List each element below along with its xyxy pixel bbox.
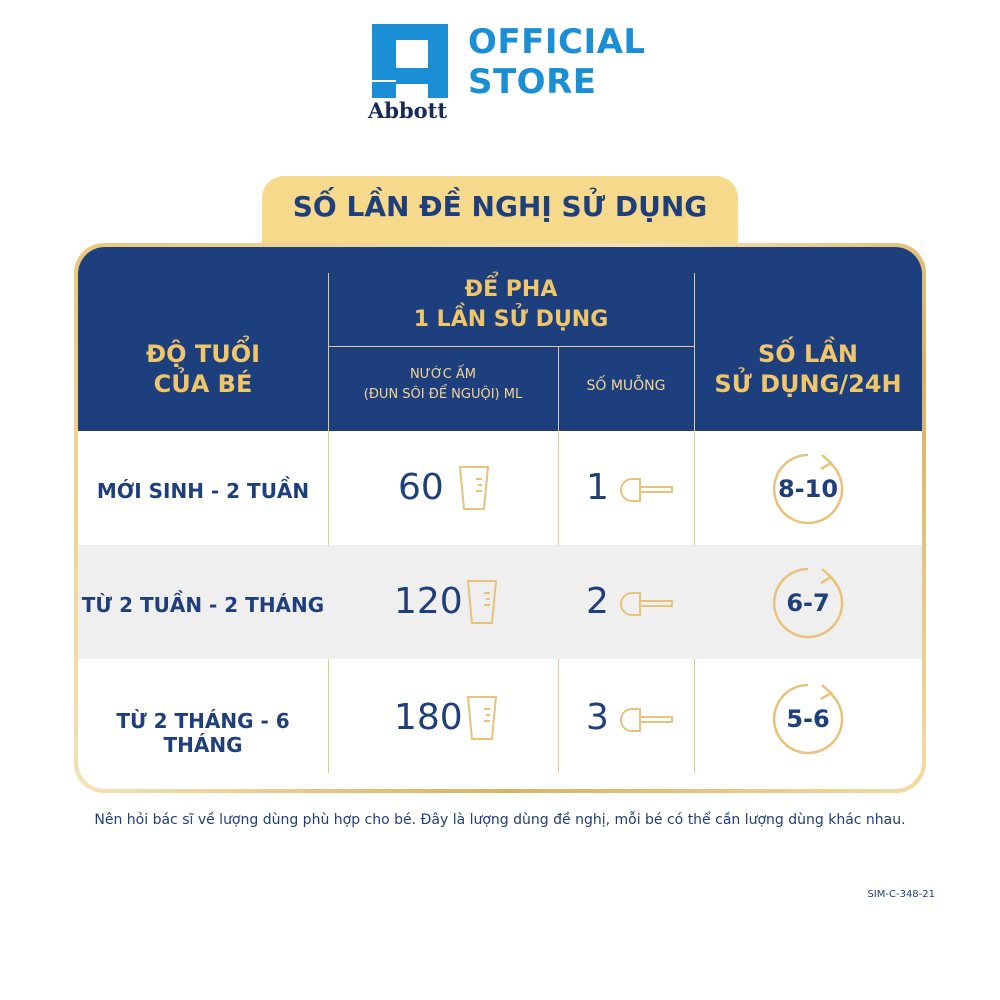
row-spoons: 1 (586, 467, 609, 508)
header-mix-line-2: 1 LẦN SỬ DỤNG (413, 307, 609, 332)
row-spoons: 2 (586, 581, 609, 622)
store-line-2: STORE (468, 62, 597, 102)
cycle-arrow-icon (772, 567, 844, 639)
scoop-icon (620, 478, 673, 502)
scoop-icon (620, 708, 673, 732)
header-times-line-2: SỬ DỤNG/24H (714, 370, 902, 398)
row-age: MỚI SINH - 2 TUẦN (96, 479, 310, 503)
usage-note: Nên hỏi bác sĩ về lượng dùng phù hợp cho… (94, 812, 906, 828)
row-age: TỪ 2 TUẦN - 2 THÁNG (81, 593, 325, 617)
header-times-line-1: SỐ LẦN (758, 340, 858, 368)
measuring-cup-icon (466, 696, 498, 740)
store-line-1: OFFICIAL (468, 22, 646, 62)
cycle-arrow-icon (772, 683, 844, 755)
header-divider (328, 273, 329, 431)
dosage-table: ĐỘ TUỔI CỦA BÉ ĐỂ PHA 1 LẦN SỬ DỤNG NƯỚC… (78, 247, 922, 789)
header-times: SỐ LẦN SỬ DỤNG/24H (694, 339, 922, 399)
scoop-icon (620, 592, 673, 616)
row-times: 5-6 (786, 705, 830, 733)
abbott-logo-icon (372, 24, 448, 98)
dosage-table-frame: ĐỘ TUỔI CỦA BÉ ĐỂ PHA 1 LẦN SỬ DỤNG NƯỚC… (74, 243, 926, 793)
row-age: TỪ 2 THÁNG - 6 THÁNG (116, 709, 290, 757)
official-store-label: OFFICIAL STORE (468, 22, 646, 102)
header-water-line-2: (ĐUN SÔI ĐỂ NGUỘI) ML (363, 387, 523, 402)
table-header: ĐỘ TUỔI CỦA BÉ ĐỂ PHA 1 LẦN SỬ DỤNG NƯỚC… (78, 247, 922, 431)
document-code: SIM-C-348-21 (867, 889, 935, 900)
brand-logo: Abbott OFFICIAL STORE (368, 20, 668, 130)
header-divider (558, 347, 559, 431)
row-spoons: 3 (586, 697, 609, 738)
table-row: TỪ 2 THÁNG - 6 THÁNG 180 3 5-6 (78, 659, 922, 773)
header-water: NƯỚC ẤM (ĐUN SÔI ĐỂ NGUỘI) ML (328, 365, 558, 405)
header-age-line-1: ĐỘ TUỔI (145, 340, 261, 368)
header-divider (694, 273, 695, 431)
row-water: 60 (398, 467, 444, 508)
cycle-arrow-icon (772, 453, 844, 525)
header-divider (328, 346, 694, 347)
header-mix-line-1: ĐỂ PHA (464, 277, 558, 302)
measuring-cup-icon (458, 466, 490, 510)
header-age: ĐỘ TUỔI CỦA BÉ (78, 339, 328, 399)
header-mix: ĐỂ PHA 1 LẦN SỬ DỤNG (328, 275, 694, 335)
page-title: SỐ LẦN ĐỀ NGHỊ SỬ DỤNG (292, 190, 708, 223)
row-times: 8-10 (777, 475, 839, 503)
row-water: 180 (394, 697, 463, 738)
table-row: TỪ 2 TUẦN - 2 THÁNG 120 2 6-7 (78, 545, 922, 659)
header-spoon: SỐ MUỖNG (586, 378, 666, 394)
row-times: 6-7 (786, 589, 830, 617)
row-water: 120 (394, 581, 463, 622)
header-water-line-1: NƯỚC ẤM (409, 367, 477, 382)
table-row: MỚI SINH - 2 TUẦN 60 1 8-10 (78, 431, 922, 545)
brand-name: Abbott (368, 98, 448, 123)
measuring-cup-icon (466, 580, 498, 624)
header-age-line-2: CỦA BÉ (153, 370, 253, 398)
